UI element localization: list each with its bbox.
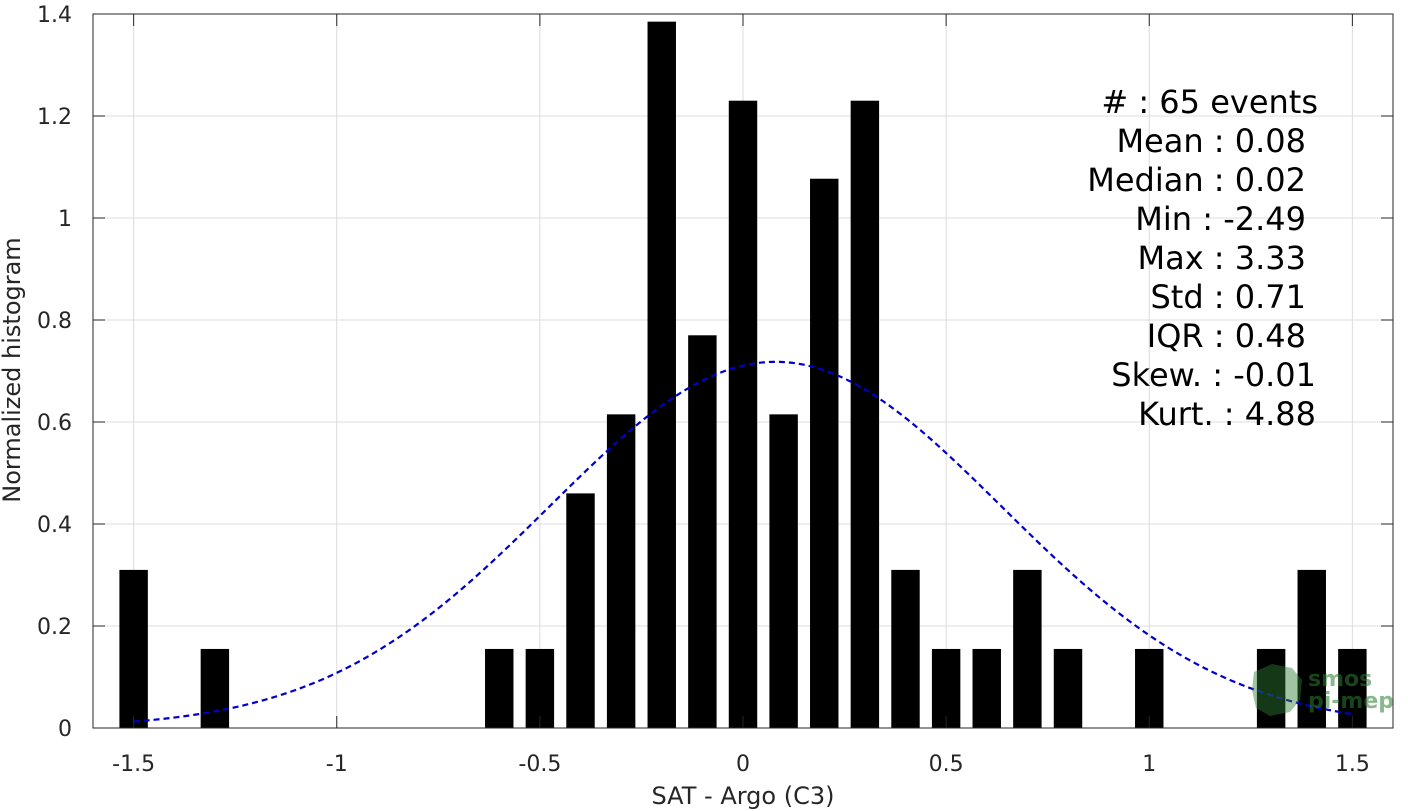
x-tick-label: 1.5 — [1335, 752, 1370, 777]
stat-skew: Skew. : -0.01 — [1111, 356, 1316, 394]
histogram-bar — [1256, 648, 1286, 728]
globe-logo-icon — [1252, 664, 1302, 716]
axis-ticks — [93, 13, 1393, 729]
histogram-bar — [1013, 569, 1042, 728]
histogram-bar — [1297, 569, 1326, 728]
histogram-bar — [647, 21, 676, 728]
y-tick-label: 1.2 — [37, 105, 72, 130]
histogram-bar — [931, 648, 961, 728]
y-tick-label: 1.4 — [37, 3, 72, 28]
x-tick-label: 0 — [736, 752, 750, 777]
stat-mean: Mean : 0.08 — [1116, 122, 1306, 160]
histogram-bar — [1338, 648, 1367, 728]
watermark-line-2: pi-mep — [1308, 689, 1394, 714]
smos-pimep-logo: smos pi-mep — [1252, 664, 1394, 716]
histogram-bar — [1053, 648, 1083, 728]
histogram-bar — [606, 414, 636, 728]
stat-iqr: IQR : 0.48 — [1147, 317, 1306, 355]
histogram-bar — [1135, 648, 1164, 728]
y-tick-label: 0.6 — [37, 411, 72, 436]
normal-fit-curve — [133, 360, 1353, 723]
histogram-bar — [769, 414, 798, 728]
stat-std: Std : 0.71 — [1150, 278, 1306, 316]
y-tick-label: 0.4 — [37, 513, 72, 538]
x-tick-label: -0.5 — [518, 752, 561, 777]
histogram-bar — [972, 648, 1001, 728]
histogram-bar — [485, 648, 514, 728]
stat-median: Median : 0.02 — [1087, 161, 1306, 199]
y-tick-label: 0.2 — [37, 615, 72, 640]
histogram-bar — [891, 569, 920, 728]
histogram-bar — [688, 335, 717, 728]
histogram-bars — [119, 21, 1367, 729]
x-axis-label: SAT - Argo (C3) — [652, 782, 835, 810]
y-tick-label: 1 — [58, 207, 72, 232]
x-tick-label: -1.5 — [112, 752, 155, 777]
x-tick-label: -1 — [326, 752, 348, 777]
y-tick-label: 0 — [58, 717, 72, 742]
histogram-bar — [850, 100, 880, 728]
x-tick-labels: -1.5 -1 -0.5 0 0.5 1 1.5 — [112, 752, 1370, 777]
histogram-bar — [566, 493, 595, 728]
x-tick-label: 0.5 — [929, 752, 964, 777]
statistics-annotation: # : 65 events Mean : 0.08 Median : 0.02 … — [1087, 83, 1318, 433]
y-tick-label: 0.8 — [37, 309, 72, 334]
x-tick-label: 1 — [1142, 752, 1156, 777]
histogram-bar — [525, 648, 555, 728]
stat-events: # : 65 events — [1101, 83, 1318, 121]
y-axis-label: Normalized histogram — [0, 237, 26, 502]
y-tick-labels: 0 0.2 0.4 0.6 0.8 1 1.2 1.4 — [37, 3, 72, 742]
stat-min: Min : -2.49 — [1135, 200, 1306, 238]
histogram-bar — [200, 648, 230, 728]
histogram-bar — [810, 178, 839, 729]
stat-kurt: Kurt. : 4.88 — [1138, 395, 1316, 433]
histogram-bar — [728, 100, 758, 728]
watermark-line-1: smos — [1308, 667, 1372, 692]
histogram-bar — [119, 569, 148, 728]
stat-max: Max : 3.33 — [1137, 239, 1306, 277]
